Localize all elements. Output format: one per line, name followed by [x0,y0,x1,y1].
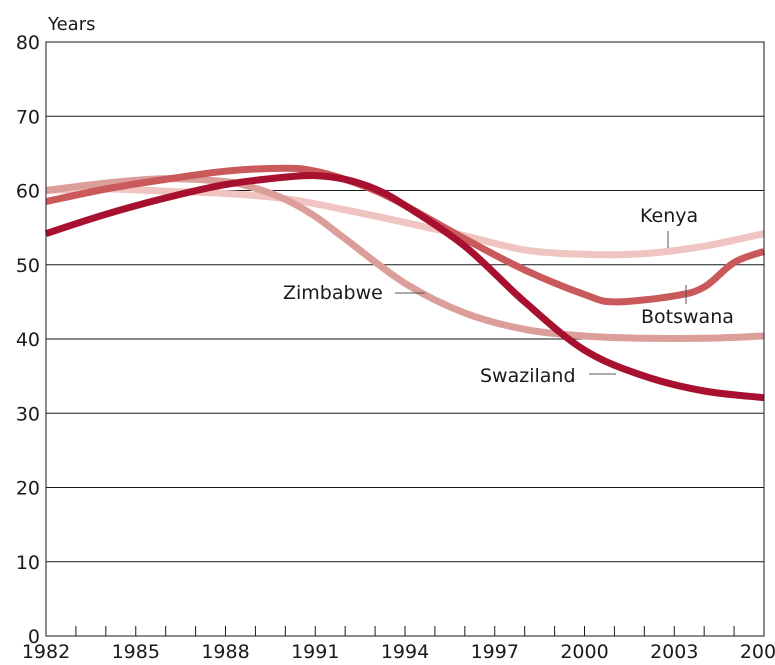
y-tick-label: 80 [16,32,40,54]
x-tick-label: 1994 [381,641,429,663]
x-tick-label: 1997 [471,641,519,663]
x-tick-label: 2000 [560,641,608,663]
series-line-swaziland [44,172,765,402]
y-tick-label: 0 [28,626,40,648]
y-tick-label: 60 [16,181,40,203]
x-tick-label: 1985 [112,641,160,663]
x-tick-label: 1982 [22,641,70,663]
series-label-swaziland: Swaziland [480,365,576,387]
y-tick-label: 30 [16,403,40,425]
x-tick-label: 1988 [201,641,249,663]
x-axis-ticks: 1982 1985 1988 1991 1994 1997 2000 2003 2006 [22,626,775,663]
plot-frame [45,41,765,637]
series-labels: Kenya Zimbabwe Botswana Swaziland [283,205,734,387]
y-axis-ticks: 0 10 20 30 40 50 60 70 80 [16,32,40,648]
series-label-kenya: Kenya [640,205,698,227]
y-tick-label: 70 [16,106,40,128]
series-label-botswana: Botswana [641,306,734,328]
x-tick-label: 1991 [291,641,339,663]
series-label-zimbabwe: Zimbabwe [283,282,383,304]
y-tick-label: 20 [16,478,40,500]
series-lines [44,164,766,402]
y-tick-label: 10 [16,552,40,574]
y-tick-label: 50 [16,255,40,277]
series-line-kenya [45,185,765,259]
y-axis-title: Years [47,14,96,35]
x-tick-label: 2003 [650,641,698,663]
x-tick-label: 2006 [740,641,775,663]
y-tick-label: 40 [16,329,40,351]
